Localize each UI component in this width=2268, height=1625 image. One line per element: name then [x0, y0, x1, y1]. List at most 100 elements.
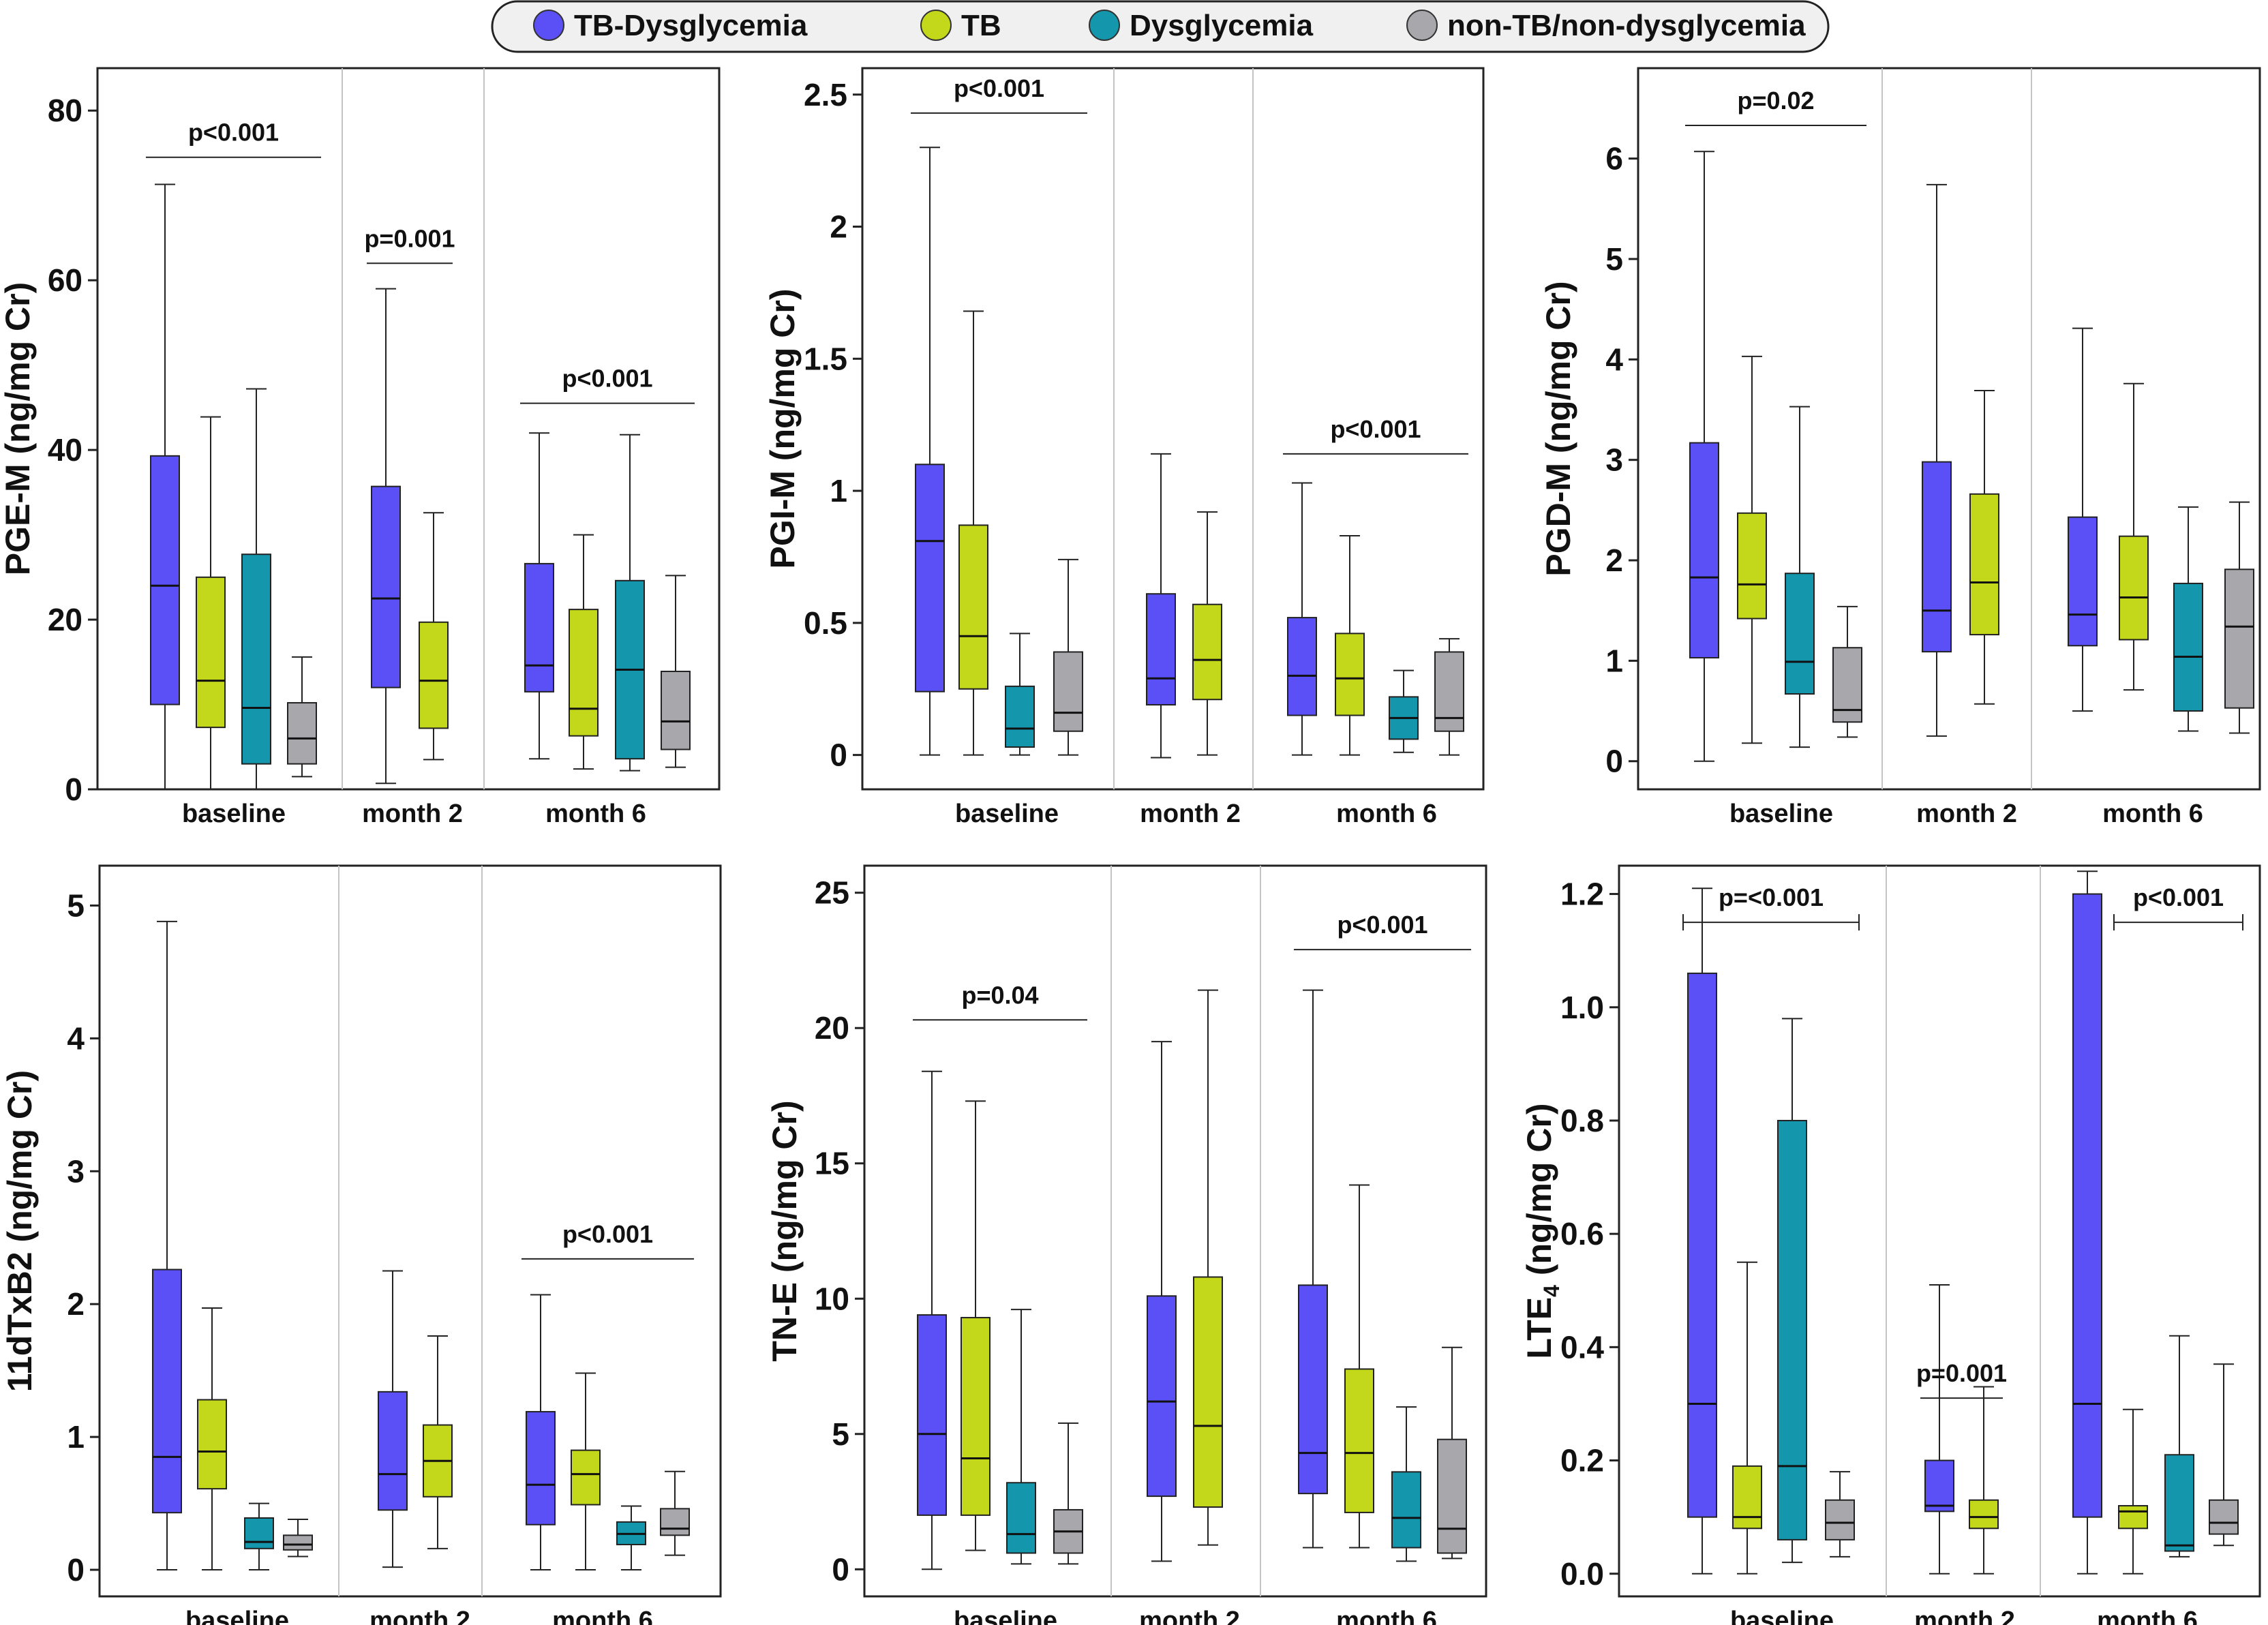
box-month-6-1	[1287, 482, 1317, 756]
y-tick-label: 20	[48, 602, 82, 637]
x-group-label: month 2	[362, 800, 463, 828]
legend-label-non-tb-non-dysglycemia: non-TB/non-dysglycemia	[1447, 9, 1806, 42]
box-month-6-3	[2164, 1335, 2194, 1558]
box-baseline-3	[1006, 1309, 1036, 1565]
box-body	[1732, 1465, 1762, 1530]
box-baseline-3	[1005, 633, 1035, 756]
x-group-label: month 6	[545, 800, 646, 828]
x-group-label: month 6	[1336, 1607, 1437, 1625]
box-body	[917, 1314, 947, 1516]
panel-3: 0 1 2 3 4 5 6 PGD-M (ng/mg Cr) baseline month 2 mo…	[1539, 67, 2261, 828]
significance-annotation: p<0.001	[911, 74, 1087, 114]
significance-annotation: p<0.001	[2113, 883, 2243, 931]
box-month-6-4	[2224, 501, 2254, 734]
box-body	[244, 1517, 274, 1549]
box-body	[1969, 493, 1999, 636]
y-tick-label: 2	[67, 1286, 85, 1322]
box-body	[571, 1449, 601, 1506]
box-body	[241, 553, 271, 765]
box-baseline-2	[197, 1307, 227, 1571]
y-tick-label: 6	[1605, 141, 1623, 177]
box-month-2-1	[1146, 453, 1176, 759]
box-month-2-1	[1922, 183, 1952, 737]
significance-annotation: p=<0.001	[1682, 883, 1860, 931]
box-body	[196, 576, 226, 729]
box-body	[961, 1317, 991, 1516]
p-value-label: p=0.04	[961, 981, 1038, 1009]
box-month-2-1	[378, 1270, 408, 1568]
x-group-label: baseline	[955, 800, 1059, 828]
significance-annotation: p<0.001	[520, 365, 695, 404]
box-month-6-2	[1344, 1184, 1374, 1549]
box-body	[371, 485, 401, 688]
y-axis-label: PGD-M (ng/mg Cr)	[1539, 281, 1577, 576]
box-month-6-1	[524, 432, 554, 760]
box-body	[1147, 1295, 1177, 1498]
x-group-label: month 6	[2102, 800, 2203, 828]
x-group-label: month 2	[1139, 1607, 1240, 1625]
box-month-6-2	[2119, 382, 2149, 691]
box-body	[1922, 461, 1952, 653]
box-body	[1006, 1482, 1036, 1554]
y-tick-label: 0.2	[1560, 1443, 1604, 1478]
box-month-2-1	[1924, 1284, 1954, 1575]
box-body	[197, 1399, 227, 1490]
legend-swatch-tb	[920, 10, 952, 41]
box-body	[2173, 582, 2203, 712]
y-tick-label: 3	[1605, 442, 1623, 478]
x-group-label: month 2	[1914, 1607, 2015, 1625]
x-group-label: baseline	[1730, 1607, 1834, 1625]
box-month-6-2	[1335, 534, 1365, 756]
box-body	[1192, 603, 1222, 701]
box-body	[1437, 1438, 1467, 1554]
box-body	[1193, 1276, 1223, 1508]
y-tick-label: 10	[815, 1281, 849, 1316]
box-baseline-4	[1832, 605, 1862, 738]
box-month-6-1	[2068, 327, 2098, 712]
box-body	[1825, 1499, 1855, 1540]
panel-4: 0 1 2 3 4 5 11dTxB2 (ng/mg Cr) baseline month 2 m…	[1, 864, 722, 1625]
box-body	[1785, 573, 1815, 695]
legend-label-tb-dysglycemia: TB-Dysglycemia	[574, 9, 808, 42]
box-body	[915, 464, 945, 693]
significance-annotation: p<0.001	[1283, 415, 1468, 455]
box-body	[1298, 1284, 1328, 1495]
box-body	[2068, 516, 2098, 647]
box-baseline-2	[958, 310, 988, 756]
box-month-6-3	[616, 1505, 646, 1571]
y-tick-label: 4	[67, 1020, 85, 1056]
box-body	[283, 1534, 313, 1551]
box-month-6-3	[615, 434, 645, 772]
box-month-6-4	[2209, 1363, 2239, 1547]
legend-swatch-dysglycemia	[1089, 10, 1120, 41]
y-tick-label: 0	[830, 738, 847, 773]
box-baseline-2	[1732, 1261, 1762, 1575]
box-body	[2164, 1454, 2194, 1552]
p-value-label: p<0.001	[2133, 883, 2224, 911]
y-axis-label: LTE4 (ng/mg Cr)	[1520, 1103, 1564, 1358]
significance-annotation: p<0.001	[1294, 911, 1471, 951]
plot-frame	[1637, 67, 2261, 791]
y-tick-label: 0	[1605, 744, 1623, 779]
box-body	[2118, 1505, 2148, 1530]
box-body	[958, 524, 988, 690]
box-baseline-1	[917, 1070, 947, 1570]
box-body	[1434, 651, 1464, 732]
p-value-label: p=0.001	[1916, 1359, 2007, 1387]
box-month-6-2	[569, 534, 599, 770]
box-body	[2209, 1499, 2239, 1535]
significance-annotation: p=0.04	[913, 981, 1087, 1021]
box-body	[1287, 617, 1317, 716]
x-group-label: baseline	[954, 1607, 1057, 1625]
x-group-label: month 6	[2097, 1607, 2198, 1625]
box-body	[1335, 633, 1365, 716]
box-body	[1737, 512, 1767, 620]
x-group-label: baseline	[182, 800, 286, 828]
p-value-label: p<0.001	[562, 1220, 653, 1248]
panel-2: 0 0.5 1 1.5 2 2.5 PGI-M (ng/mg Cr) baseline mont…	[763, 67, 1485, 828]
y-tick-label: 1.0	[1560, 990, 1604, 1025]
box-body	[378, 1391, 408, 1511]
box-baseline-1	[150, 183, 180, 790]
box-month-6-3	[1389, 669, 1419, 753]
